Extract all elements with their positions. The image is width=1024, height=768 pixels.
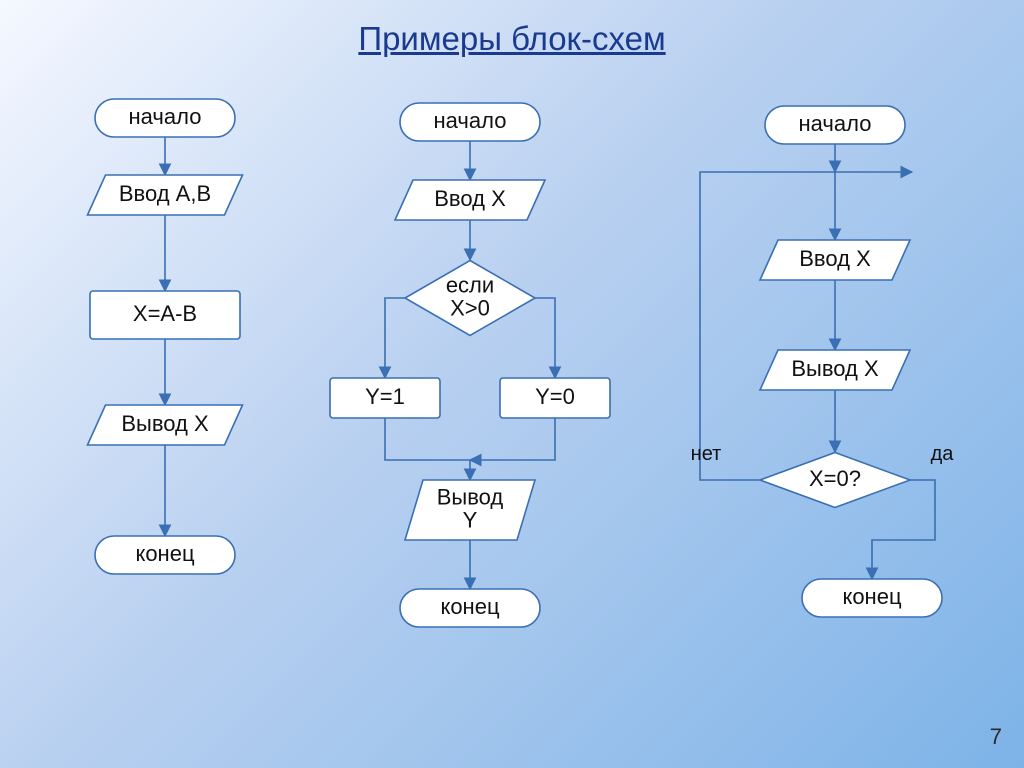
node-f1_start: начало [95, 99, 235, 137]
svg-text:Y=0: Y=0 [535, 384, 575, 409]
svg-text:Вывод X: Вывод X [121, 411, 209, 436]
svg-text:начало: начало [434, 108, 507, 133]
node-f2_y1: Y=1 [330, 378, 440, 418]
node-f3_dec: X=0? [760, 453, 910, 508]
svg-text:Вывод X: Вывод X [791, 356, 879, 381]
node-f3_in: Ввод X [760, 240, 910, 280]
node-f1_in: Ввод A,B [88, 175, 243, 215]
svg-text:конец: конец [842, 584, 901, 609]
node-f2_start: начало [400, 103, 540, 141]
svg-text:Y=1: Y=1 [365, 384, 405, 409]
svg-text:если: если [446, 272, 494, 297]
node-f2_end: конец [400, 589, 540, 627]
svg-text:да: да [931, 443, 955, 465]
node-f2_dec: еслиX>0 [405, 261, 535, 336]
node-f2_in: Ввод X [395, 180, 545, 220]
svg-text:Вывод: Вывод [437, 484, 504, 509]
node-f3_start: начало [765, 106, 905, 144]
svg-text:X>0: X>0 [450, 295, 490, 320]
svg-text:Ввод X: Ввод X [799, 246, 871, 271]
svg-text:конец: конец [135, 541, 194, 566]
node-f1_proc: X=A-B [90, 291, 240, 339]
node-f3_end: конец [802, 579, 942, 617]
svg-text:нет: нет [691, 443, 722, 465]
svg-text:начало: начало [799, 111, 872, 136]
node-f2_out: ВыводY [405, 480, 535, 540]
svg-text:Ввод X: Ввод X [434, 186, 506, 211]
svg-text:Ввод A,B: Ввод A,B [119, 181, 211, 206]
svg-text:X=A-B: X=A-B [133, 301, 197, 326]
svg-text:начало: начало [129, 104, 202, 129]
svg-text:Y: Y [463, 507, 478, 532]
svg-text:X=0?: X=0? [809, 466, 861, 491]
node-f1_out: Вывод X [88, 405, 243, 445]
node-f3_out: Вывод X [760, 350, 910, 390]
svg-text:конец: конец [440, 594, 499, 619]
node-f1_end: конец [95, 536, 235, 574]
flowchart-canvas: начало Ввод A,B X=A-B Вывод X конец начало Вво… [0, 0, 1024, 768]
node-f2_y0: Y=0 [500, 378, 610, 418]
